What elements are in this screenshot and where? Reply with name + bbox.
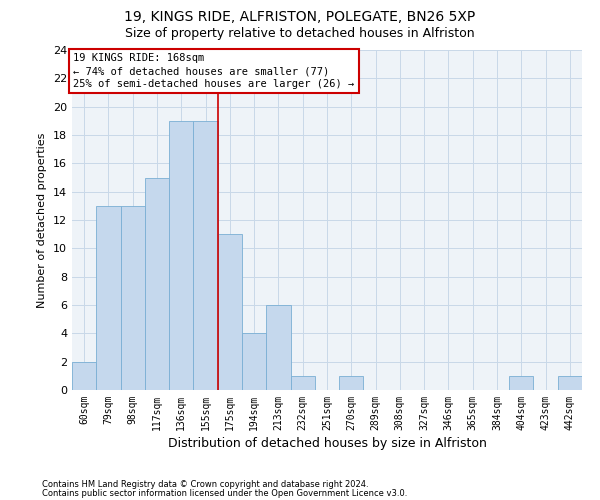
Bar: [72, 362, 96, 390]
Bar: [169, 121, 193, 390]
Bar: [558, 376, 582, 390]
Text: Contains public sector information licensed under the Open Government Licence v3: Contains public sector information licen…: [42, 488, 407, 498]
Text: Size of property relative to detached houses in Alfriston: Size of property relative to detached ho…: [125, 28, 475, 40]
Bar: [509, 376, 533, 390]
Bar: [121, 206, 145, 390]
Bar: [96, 206, 121, 390]
Bar: [339, 376, 364, 390]
Text: 19, KINGS RIDE, ALFRISTON, POLEGATE, BN26 5XP: 19, KINGS RIDE, ALFRISTON, POLEGATE, BN2…: [124, 10, 476, 24]
Text: 19 KINGS RIDE: 168sqm
← 74% of detached houses are smaller (77)
25% of semi-deta: 19 KINGS RIDE: 168sqm ← 74% of detached …: [73, 53, 355, 89]
Bar: [218, 234, 242, 390]
Bar: [242, 334, 266, 390]
X-axis label: Distribution of detached houses by size in Alfriston: Distribution of detached houses by size …: [167, 437, 487, 450]
Text: Contains HM Land Registry data © Crown copyright and database right 2024.: Contains HM Land Registry data © Crown c…: [42, 480, 368, 489]
Bar: [193, 121, 218, 390]
Bar: [145, 178, 169, 390]
Bar: [266, 305, 290, 390]
Bar: [290, 376, 315, 390]
Y-axis label: Number of detached properties: Number of detached properties: [37, 132, 47, 308]
